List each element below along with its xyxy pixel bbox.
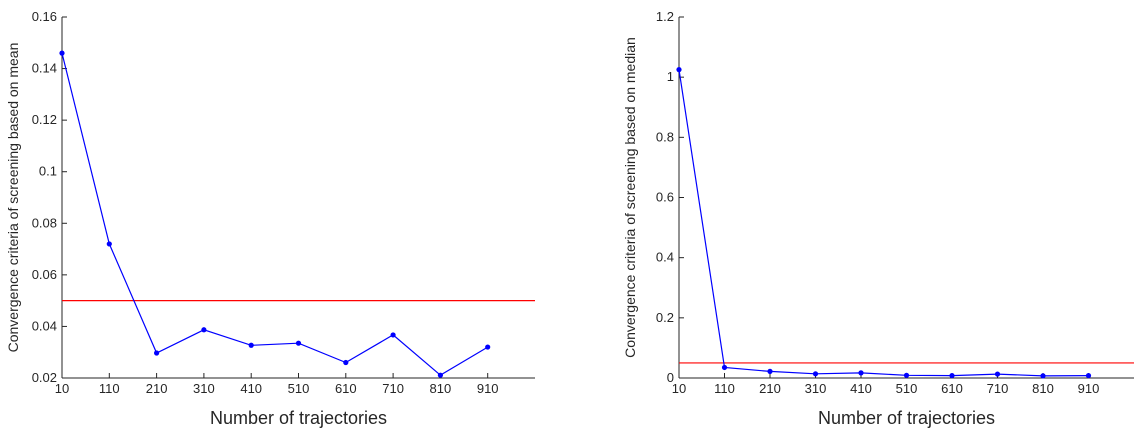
- x-tick-label: 710: [987, 381, 1009, 396]
- x-axis-label: Number of trajectories: [818, 408, 995, 428]
- x-tick-label: 710: [382, 381, 404, 396]
- data-point: [390, 332, 396, 338]
- data-point: [721, 364, 728, 371]
- y-tick-label: 1: [667, 69, 674, 84]
- y-tick-label: 0.2: [656, 310, 674, 325]
- y-tick-label: 0.8: [656, 129, 674, 144]
- y-tick-label: 1.2: [656, 9, 674, 24]
- chart-mean-criteria: 0.02 0.04 0.06 0.08 0.1 0.12 0.14 0.16 10 110 210 3…: [5, 9, 535, 428]
- x-tick-label: 210: [146, 381, 168, 396]
- y-tick-label: 0.08: [32, 215, 57, 230]
- data-point: [485, 344, 491, 350]
- y-tick-label: 0.02: [32, 370, 57, 385]
- data-point: [1085, 372, 1092, 379]
- y-tick-label: 0.16: [32, 9, 57, 24]
- x-tick-label: 10: [672, 381, 686, 396]
- x-tick-label: 310: [193, 381, 215, 396]
- x-tick-label: 310: [805, 381, 827, 396]
- chart-median-criteria: 0 0.2 0.4 0.6 0.8 1 1.2 10 110 210 310 410 510 610 710…: [622, 9, 1134, 428]
- x-tick-label: 410: [240, 381, 262, 396]
- y-tick-label: 0.12: [32, 112, 57, 127]
- series-line: [61, 52, 489, 376]
- x-tick-label: 110: [714, 381, 735, 396]
- data-point: [201, 327, 207, 333]
- y-axis-label: Convergence criteria of screening based …: [622, 37, 638, 358]
- y-tick-label: 0.1: [39, 164, 57, 179]
- y-tick-label: 0.14: [32, 61, 57, 76]
- x-tick-label: 910: [477, 381, 499, 396]
- data-point: [994, 371, 1001, 377]
- y-tick-label: 0.06: [32, 267, 57, 282]
- data-point: [59, 50, 65, 56]
- y-tick-label: 0.04: [32, 318, 57, 333]
- y-tick-label: 0: [667, 370, 674, 385]
- data-point: [903, 372, 910, 378]
- x-tick-label: 10: [55, 381, 69, 396]
- series-line: [678, 69, 1089, 377]
- y-tick-label: 0.4: [656, 250, 674, 265]
- data-point: [812, 371, 819, 377]
- data-point: [154, 350, 160, 356]
- y-axis-label: Convergence criteria of screening based …: [5, 43, 21, 353]
- data-point: [248, 342, 254, 348]
- x-tick-label: 510: [288, 381, 310, 396]
- x-tick-label: 910: [1078, 381, 1100, 396]
- data-point: [949, 372, 955, 379]
- data-point: [437, 372, 443, 378]
- x-axis-label: Number of trajectories: [210, 408, 387, 428]
- x-tick-label: 110: [99, 381, 120, 396]
- data-point: [676, 67, 682, 73]
- data-point: [858, 370, 864, 376]
- x-tick-label: 210: [759, 381, 781, 396]
- data-point: [106, 241, 112, 247]
- x-tick-label: 610: [335, 381, 357, 396]
- x-tick-label: 410: [850, 381, 872, 396]
- x-tick-label: 810: [430, 381, 452, 396]
- x-tick-label: 810: [1032, 381, 1054, 396]
- x-tick-label: 510: [896, 381, 918, 396]
- x-tick-label: 610: [941, 381, 963, 396]
- data-point: [295, 340, 302, 346]
- data-point: [767, 368, 773, 374]
- y-tick-label: 0.6: [656, 190, 674, 205]
- data-point: [1040, 373, 1046, 379]
- data-point: [343, 359, 349, 366]
